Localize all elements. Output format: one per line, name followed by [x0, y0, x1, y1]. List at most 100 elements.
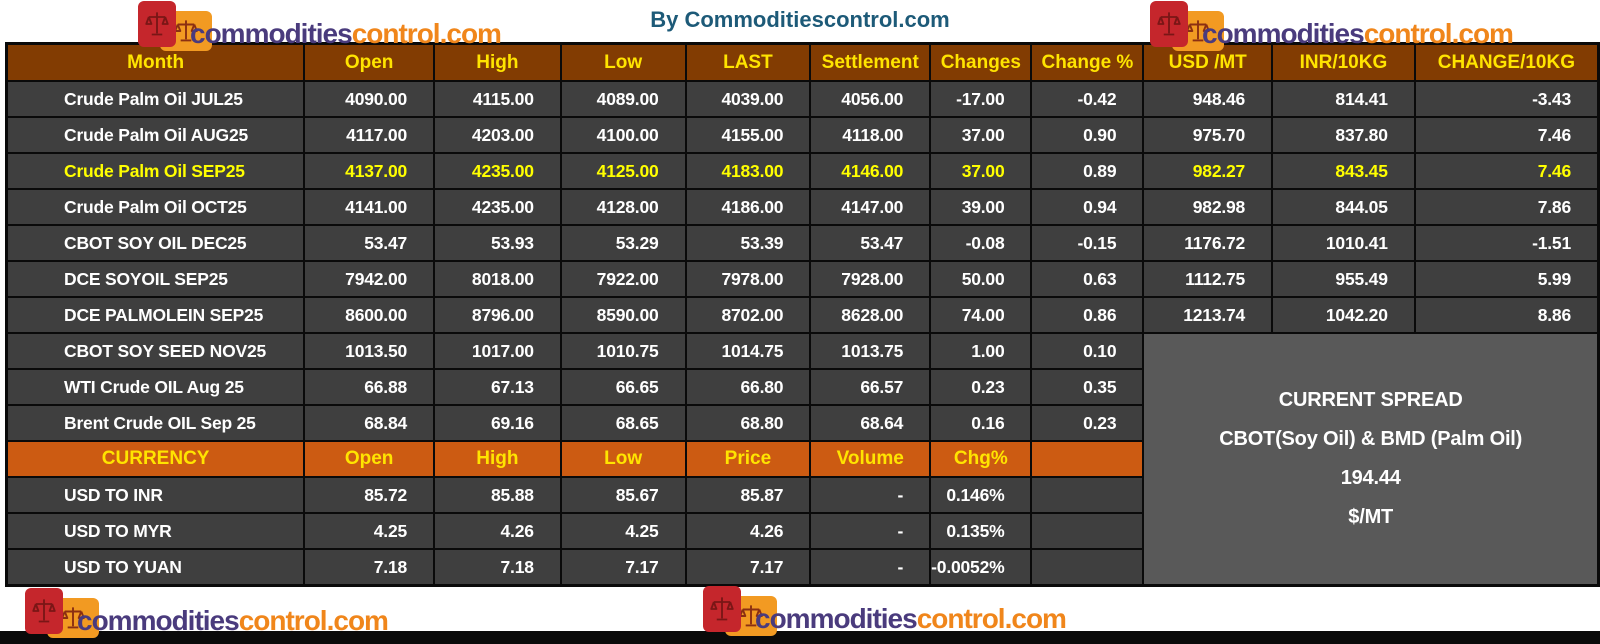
value-cell: -0.08 — [929, 224, 1033, 262]
table-row: CBOT SOY SEED NOV25 1013.50 1017.00 1010.75… — [5, 332, 1600, 587]
value-cell: 66.88 — [303, 368, 436, 406]
value-cell: 68.64 — [809, 404, 932, 442]
value-cell: 0.23 — [1030, 404, 1145, 442]
value-cell: 1014.75 — [684, 332, 812, 370]
current-spread-panel: CURRENT SPREAD CBOT(Soy Oil) & BMD (Palm … — [1142, 332, 1600, 587]
table-row: Brent Crude OIL Sep 25 68.84 69.16 68.65 68.… — [5, 404, 1599, 442]
table-row: DCE SOYOIL SEP25 7942.00 8018.00 7922.00 797… — [5, 260, 1600, 298]
value-cell: 8600.00 — [303, 296, 436, 334]
value-cell: 1013.75 — [809, 332, 932, 370]
contract-name-cell: Crude Palm Oil AUG25 — [5, 116, 306, 154]
value-cell: 948.46 — [1142, 80, 1274, 118]
value-cell: -17.00 — [929, 80, 1033, 118]
value-cell: 4183.00 — [684, 152, 812, 190]
value-cell: 4039.00 — [684, 80, 812, 118]
currency-row: USD TO INR 85.72 85.88 85.67 85.87-0.146% — [5, 476, 1599, 514]
logo-text-commodities: commodities — [190, 18, 353, 49]
value-cell: 0.90 — [1030, 116, 1145, 154]
contract-name-cell: DCE PALMOLEIN SEP25 — [5, 296, 306, 334]
balance-scale-icon — [25, 588, 63, 634]
value-cell: 1013.50 — [303, 332, 436, 370]
value-cell: 7928.00 — [809, 260, 932, 298]
commoditiescontrol-logo-top-left: commodities control.com — [138, 1, 502, 51]
currency-column-header: Low — [559, 440, 687, 478]
empty-cell — [1030, 512, 1145, 550]
value-cell: 66.65 — [559, 368, 687, 406]
value-cell: 4235.00 — [433, 152, 562, 190]
value-cell: 7.18 — [303, 548, 436, 587]
value-cell: - — [809, 476, 932, 514]
commoditiescontrol-logo-top-right: commodities control.com — [1150, 1, 1514, 51]
value-cell: 67.13 — [433, 368, 562, 406]
value-cell: -1.51 — [1413, 224, 1600, 262]
value-cell: 0.23 — [929, 368, 1033, 406]
empty-cell — [1030, 476, 1145, 514]
column-header: Month — [5, 42, 306, 82]
value-cell: 7.46 — [1413, 116, 1600, 154]
logo-text-control: control.com — [916, 603, 1067, 634]
value-cell: 8628.00 — [809, 296, 932, 334]
value-cell: 0.86 — [1030, 296, 1145, 334]
value-cell: 4.25 — [303, 512, 436, 550]
value-cell: 0.89 — [1030, 152, 1145, 190]
column-header: Settlement — [809, 42, 932, 82]
value-cell: 53.29 — [559, 224, 687, 262]
logo-text-control: control.com — [351, 18, 502, 49]
value-cell: 4117.00 — [303, 116, 436, 154]
column-header: Open — [303, 42, 436, 82]
column-header: Changes — [929, 42, 1033, 82]
value-cell: -0.0052% — [929, 548, 1033, 587]
value-cell: 53.47 — [809, 224, 932, 262]
currency-column-header: High — [433, 440, 562, 478]
value-cell: 39.00 — [929, 188, 1033, 226]
value-cell: 982.27 — [1142, 152, 1274, 190]
spread-text-line: CURRENT SPREAD — [1278, 389, 1463, 411]
balance-scale-icon — [703, 586, 741, 632]
value-cell: 982.98 — [1142, 188, 1274, 226]
current-spread-box: CURRENT SPREAD CBOT(Soy Oil) & BMD (Palm … — [1145, 335, 1596, 584]
table-row: Crude Palm Oil JUL25 4090.00 4115.00 4089.0… — [5, 80, 1600, 118]
contract-name-cell: Crude Palm Oil JUL25 — [5, 80, 306, 118]
value-cell: 4115.00 — [433, 80, 562, 118]
value-cell: 814.41 — [1271, 80, 1416, 118]
value-cell: 37.00 — [929, 116, 1033, 154]
value-cell: 68.80 — [684, 404, 812, 442]
contract-name-cell: Brent Crude OIL Sep 25 — [5, 404, 306, 442]
currency-pair-cell: USD TO YUAN — [5, 548, 306, 587]
value-cell: 4118.00 — [809, 116, 932, 154]
contract-name-cell: CBOT SOY OIL DEC25 — [5, 224, 306, 262]
value-cell: 7.17 — [559, 548, 687, 587]
value-cell: 53.93 — [433, 224, 562, 262]
value-cell: 0.63 — [1030, 260, 1145, 298]
value-cell: 1176.72 — [1142, 224, 1274, 262]
value-cell: 8702.00 — [684, 296, 812, 334]
logo-text-commodities: commodities — [1202, 18, 1365, 49]
value-cell: 4100.00 — [559, 116, 687, 154]
value-cell: 85.72 — [303, 476, 436, 514]
column-header: CHANGE/10KG — [1413, 42, 1600, 82]
currency-pair-cell: USD TO MYR — [5, 512, 306, 550]
contract-name-cell: CBOT SOY SEED NOV25 — [5, 332, 306, 370]
commoditiescontrol-logo-bottom-left: commodities control.com — [25, 588, 389, 638]
balance-scale-icon — [138, 1, 176, 47]
contract-name-cell: DCE SOYOIL SEP25 — [5, 260, 306, 298]
value-cell: 37.00 — [929, 152, 1033, 190]
contract-name-cell: Crude Palm Oil OCT25 — [5, 188, 306, 226]
value-cell: 53.39 — [684, 224, 812, 262]
page-title: By Commoditiescontrol.com — [650, 7, 950, 32]
value-cell: 66.57 — [809, 368, 932, 406]
value-cell: 4147.00 — [809, 188, 932, 226]
value-cell: 1.00 — [929, 332, 1033, 370]
column-header: Change % — [1030, 42, 1145, 82]
value-cell: 0.94 — [1030, 188, 1145, 226]
value-cell: 4128.00 — [559, 188, 687, 226]
value-cell: 1010.75 — [559, 332, 687, 370]
table-row: DCE PALMOLEIN SEP25 8600.00 8796.00 8590.00… — [5, 296, 1600, 334]
value-cell: 0.10 — [1030, 332, 1145, 370]
value-cell: 837.80 — [1271, 116, 1416, 154]
currency-column-header: CURRENCY — [5, 440, 306, 478]
commoditiescontrol-logo-bottom-right: commodities control.com — [703, 586, 1067, 636]
bottom-black-bar — [0, 631, 1600, 644]
logo-text-commodities: commodities — [77, 605, 240, 636]
